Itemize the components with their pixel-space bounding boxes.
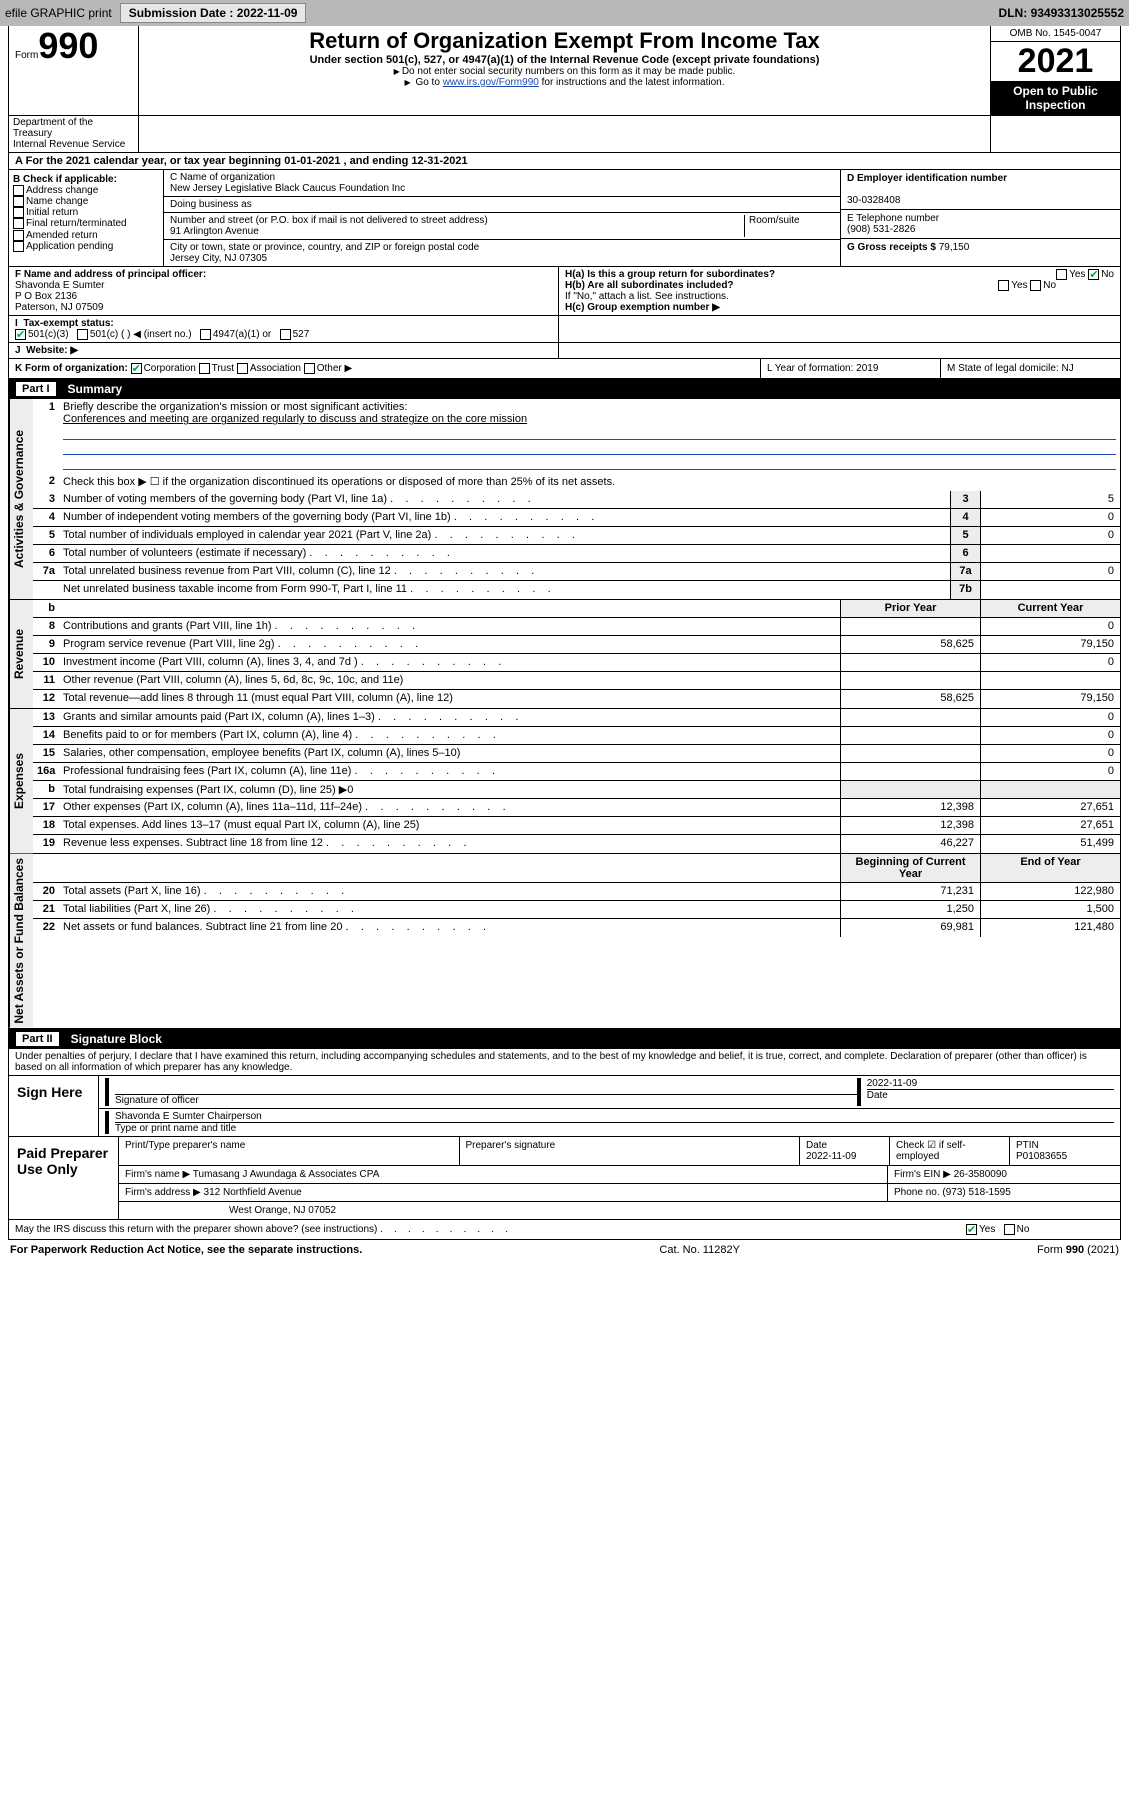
city-state-zip: Jersey City, NJ 07305	[170, 253, 834, 264]
line-16b: Total fundraising expenses (Part IX, col…	[59, 781, 840, 798]
tax-year-row: A For the 2021 calendar year, or tax yea…	[8, 153, 1121, 170]
status-501c3[interactable]	[15, 329, 26, 340]
line-21: Total liabilities (Part X, line 26)	[59, 901, 840, 918]
box-g-gross: G Gross receipts $ 79,150	[841, 239, 1120, 256]
treasury-dept: Department of the Treasury Internal Reve…	[9, 115, 139, 152]
part-ii-header: Part II Signature Block	[8, 1029, 1121, 1049]
officer-typed-name: Shavonda E Sumter Chairperson	[115, 1111, 1114, 1122]
org-name: New Jersey Legislative Black Caucus Foun…	[170, 183, 834, 194]
line-7b: Net unrelated business taxable income fr…	[59, 581, 950, 599]
firm-ein: 26-3580090	[954, 1169, 1007, 1180]
self-employed-check[interactable]: Check ☑ if self-employed	[890, 1137, 1010, 1165]
line-2-discontinued: Check this box ▶ ☐ if the organization d…	[59, 473, 1120, 491]
h-a-yes[interactable]	[1056, 269, 1067, 280]
firm-address-1: 312 Northfield Avenue	[204, 1187, 302, 1198]
line-17: Other expenses (Part IX, column (A), lin…	[59, 799, 840, 816]
line-4: Number of independent voting members of …	[59, 509, 950, 526]
line-3: Number of voting members of the governin…	[59, 491, 950, 508]
penalties-declaration: Under penalties of perjury, I declare th…	[8, 1049, 1121, 1076]
firm-phone: (973) 518-1595	[942, 1187, 1010, 1198]
box-l-year: L Year of formation: 2019	[760, 359, 940, 378]
box-k-form-org: K Form of organization: Corporation Trus…	[9, 359, 760, 378]
tab-expenses: Expenses	[9, 709, 33, 853]
submission-date-button[interactable]: Submission Date : 2022-11-09	[120, 3, 307, 23]
line-11: Other revenue (Part VIII, column (A), li…	[59, 672, 840, 689]
line-12: Total revenue—add lines 8 through 11 (mu…	[59, 690, 840, 708]
h-b-yes[interactable]	[998, 280, 1009, 291]
line-20: Total assets (Part X, line 16)	[59, 883, 840, 900]
box-e-phone: E Telephone number (908) 531-2826	[841, 210, 1120, 239]
firm-name: Tumasang J Awundaga & Associates CPA	[193, 1169, 380, 1180]
form-number-block: Form990	[9, 26, 139, 115]
sign-here-label: Sign Here	[9, 1076, 99, 1136]
efile-toolbar: efile GRAPHIC print Submission Date : 20…	[0, 0, 1129, 26]
check-amended-return[interactable]: Amended return	[13, 230, 159, 241]
box-j-website: J Website: ▶	[9, 343, 559, 358]
discuss-yes[interactable]	[966, 1224, 977, 1235]
box-b-checklist: B Check if applicable: Address change Na…	[9, 170, 164, 266]
part-i-header: Part I Summary	[8, 379, 1121, 399]
line-14: Benefits paid to or for members (Part IX…	[59, 727, 840, 744]
year-badge: OMB No. 1545-0047 2021 Open to Public In…	[990, 26, 1120, 115]
discuss-no[interactable]	[1004, 1224, 1015, 1235]
dln-label: DLN:	[999, 6, 1028, 20]
street-address: 91 Arlington Avenue	[170, 226, 744, 237]
form-title: Return of Organization Exempt From Incom…	[145, 28, 984, 54]
page-footer: For Paperwork Reduction Act Notice, see …	[8, 1240, 1121, 1260]
line-7a: Total unrelated business revenue from Pa…	[59, 563, 950, 580]
line-5: Total number of individuals employed in …	[59, 527, 950, 544]
box-m-domicile: M State of legal domicile: NJ	[940, 359, 1120, 378]
org-association[interactable]	[237, 363, 248, 374]
tab-net-assets: Net Assets or Fund Balances	[9, 854, 33, 1028]
dln-value: 93493313025552	[1031, 6, 1124, 20]
org-other[interactable]	[304, 363, 315, 374]
line-8: Contributions and grants (Part VIII, lin…	[59, 618, 840, 635]
status-527[interactable]	[280, 329, 291, 340]
line-22: Net assets or fund balances. Subtract li…	[59, 919, 840, 937]
h-a-no[interactable]	[1088, 269, 1099, 280]
line-1-mission: Briefly describe the organization's miss…	[59, 399, 1120, 473]
line-9: Program service revenue (Part VIII, line…	[59, 636, 840, 653]
discuss-question: May the IRS discuss this return with the…	[9, 1220, 960, 1239]
check-application-pending[interactable]: Application pending	[13, 241, 159, 252]
line-19: Revenue less expenses. Subtract line 18 …	[59, 835, 840, 853]
line-13: Grants and similar amounts paid (Part IX…	[59, 709, 840, 726]
tab-revenue: Revenue	[9, 600, 33, 708]
firm-address-2: West Orange, NJ 07052	[119, 1202, 1120, 1219]
status-4947[interactable]	[200, 329, 211, 340]
signature-line: Signature of officer	[115, 1094, 857, 1106]
line-16a: Professional fundraising fees (Part IX, …	[59, 763, 840, 780]
tab-activities-governance: Activities & Governance	[9, 399, 33, 599]
paid-preparer-label: Paid Preparer Use Only	[9, 1137, 119, 1219]
box-i-tax-status: I Tax-exempt status: 501(c)(3) 501(c) ( …	[9, 316, 559, 342]
instructions-link[interactable]: www.irs.gov/Form990	[443, 77, 539, 88]
line-15: Salaries, other compensation, employee b…	[59, 745, 840, 762]
check-name-change[interactable]: Name change	[13, 196, 159, 207]
ptin-value: P01083655	[1016, 1151, 1067, 1162]
status-501c[interactable]	[77, 329, 88, 340]
preparer-date: 2022-11-09	[806, 1151, 856, 1162]
h-b-no[interactable]	[1030, 280, 1041, 291]
org-corporation[interactable]	[131, 363, 142, 374]
sign-date: 2022-11-09	[867, 1078, 1114, 1089]
box-c-org-info: C Name of organization New Jersey Legisl…	[164, 170, 840, 266]
efile-label: efile GRAPHIC print	[5, 6, 112, 20]
form-title-block: Return of Organization Exempt From Incom…	[139, 26, 990, 115]
check-final-return[interactable]: Final return/terminated	[13, 218, 159, 229]
check-address-change[interactable]: Address change	[13, 185, 159, 196]
check-initial-return[interactable]: Initial return	[13, 207, 159, 218]
line-6: Total number of volunteers (estimate if …	[59, 545, 950, 562]
line-18: Total expenses. Add lines 13–17 (must eq…	[59, 817, 840, 834]
line-10: Investment income (Part VIII, column (A)…	[59, 654, 840, 671]
box-h-group: H(a) Is this a group return for subordin…	[559, 267, 1120, 315]
box-f-officer: F Name and address of principal officer:…	[9, 267, 559, 315]
org-trust[interactable]	[199, 363, 210, 374]
box-d-ein: D Employer identification number 30-0328…	[841, 170, 1120, 210]
